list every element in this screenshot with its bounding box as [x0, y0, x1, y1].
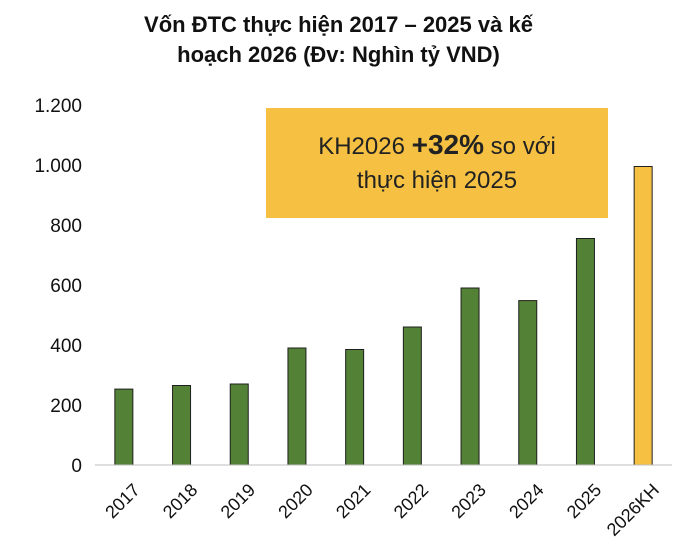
y-axis: 0 200 400 600 800 1.000 1.200	[34, 96, 82, 477]
y-tick-label: 0	[71, 456, 82, 477]
y-tick-label: 800	[50, 216, 82, 237]
bar-2017	[114, 388, 134, 466]
bar-2026kh	[633, 166, 653, 466]
chart-title-line1: Vốn ĐTC thực hiện 2017 – 2025 và kế	[144, 12, 533, 37]
y-tick-label: 400	[50, 336, 82, 357]
bar-2020	[287, 347, 307, 466]
callout-suffix: so với	[484, 133, 556, 160]
chart-title-line2: hoạch 2026 (Đv: Nghìn tỷ VND)	[177, 42, 500, 67]
bar-2022	[402, 326, 422, 466]
callout-prefix: KH2026	[318, 133, 412, 160]
x-tick-label: 2020	[274, 480, 316, 522]
x-tick-label: 2018	[159, 480, 201, 522]
y-tick-label: 600	[50, 276, 82, 297]
bar-2021	[345, 349, 365, 466]
bar-2025	[575, 238, 595, 466]
x-tick-label: 2019	[217, 480, 259, 522]
x-tick-label: 2023	[447, 480, 489, 522]
bar-2018	[172, 385, 192, 466]
bar-2024	[518, 300, 538, 466]
bar-2023	[460, 287, 480, 466]
x-tick-label: 2026KH	[603, 480, 663, 540]
x-tick-label: 2024	[505, 480, 547, 522]
x-tick-label: 2022	[390, 480, 432, 522]
callout-line2: thực hiện 2025	[356, 167, 518, 194]
x-tick-label: 2017	[101, 480, 143, 522]
bar-series	[114, 166, 653, 466]
y-tick-label: 200	[50, 396, 82, 417]
y-tick-label: 1.000	[34, 156, 82, 177]
callout-highlight: +32%	[411, 129, 485, 160]
x-axis: 2017 2018 2019 2020 2021 2022 2023 2024 20252026…	[101, 480, 663, 540]
bar-2019	[229, 383, 249, 466]
x-tick-label: 2025	[563, 480, 605, 522]
y-tick-label: 1.200	[34, 96, 82, 117]
chart-title: Vốn ĐTC thực hiện 2017 – 2025 và kế hoạc…	[0, 10, 677, 70]
callout-line1: KH2026 +32% so với	[318, 128, 556, 164]
x-tick-label: 2021	[332, 480, 374, 522]
callout-box: KH2026 +32% so với thực hiện 2025	[266, 108, 608, 218]
